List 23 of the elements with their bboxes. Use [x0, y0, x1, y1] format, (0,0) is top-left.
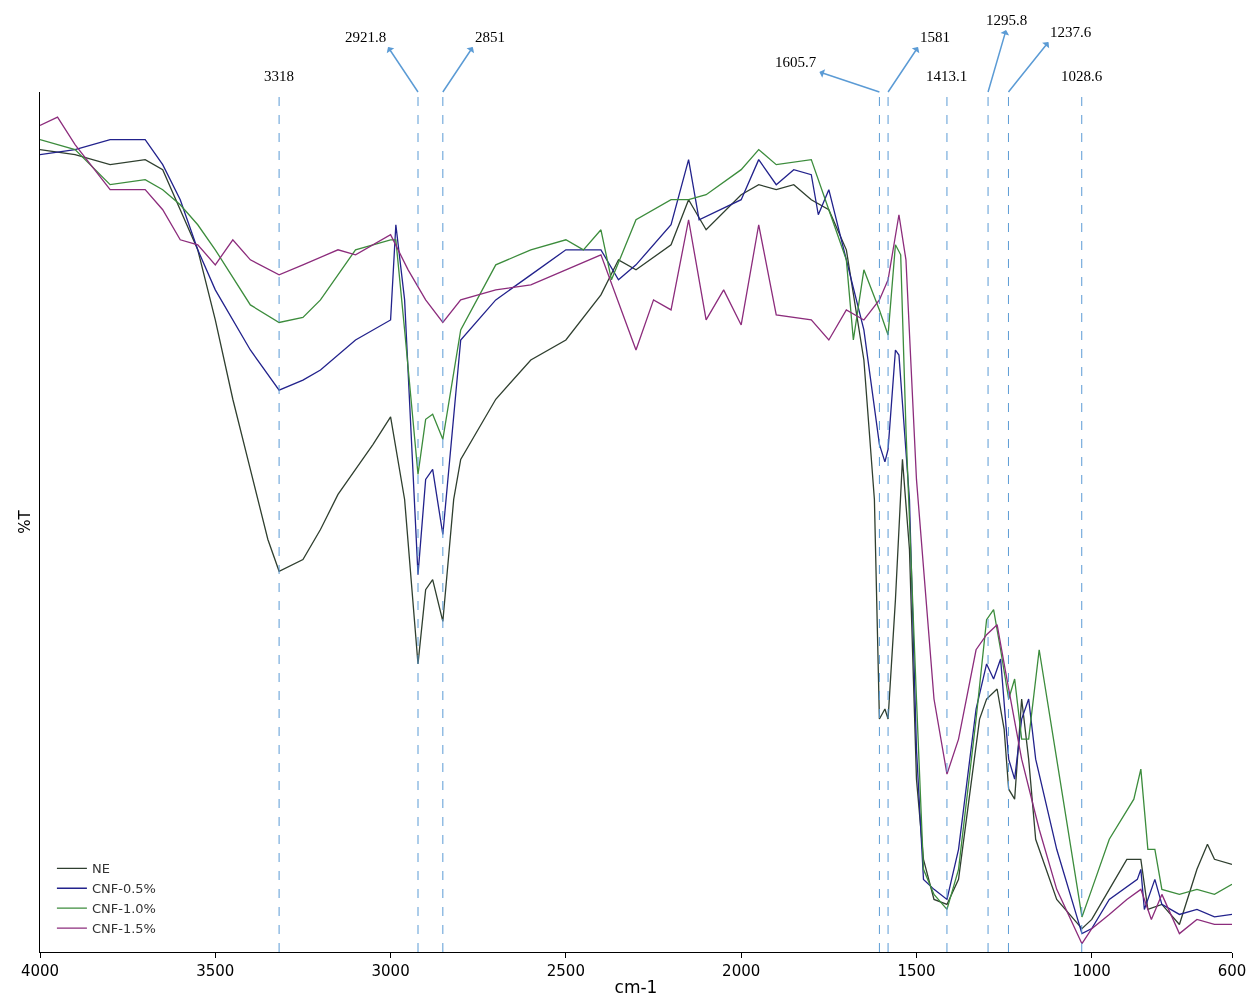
x-tick-label: 3000 — [371, 962, 410, 980]
x-tick-label: 600 — [1217, 962, 1247, 980]
ref-line-label: 2921.8 — [345, 29, 387, 45]
ref-line-label: 1581 — [920, 29, 950, 45]
legend-label: NE — [91, 861, 110, 877]
ref-line-label: 3318 — [264, 68, 294, 84]
x-tick-label: 4000 — [20, 962, 60, 980]
y-axis-title: %T — [16, 509, 35, 534]
x-tick-label: 3500 — [196, 962, 235, 980]
x-tick-label: 1000 — [1072, 962, 1111, 980]
legend-label: CNF-1.0% — [91, 901, 156, 917]
ref-line-label: 1028.6 — [1061, 68, 1103, 84]
x-tick-label: 2000 — [722, 962, 761, 980]
x-tick-label: 2500 — [546, 962, 585, 980]
ref-line-label: 2851 — [475, 29, 505, 45]
legend-label: CNF-0.5% — [91, 881, 156, 897]
ref-line-label: 1295.8 — [986, 12, 1028, 28]
x-tick-label: 1500 — [897, 962, 936, 980]
ref-line-label: 1413.1 — [926, 68, 968, 84]
ref-line-label: 1237.6 — [1050, 24, 1092, 40]
x-axis-title: cm-1 — [614, 977, 658, 998]
legend-label: CNF-1.5% — [91, 921, 156, 937]
ref-line-label: 1605.7 — [775, 54, 817, 70]
